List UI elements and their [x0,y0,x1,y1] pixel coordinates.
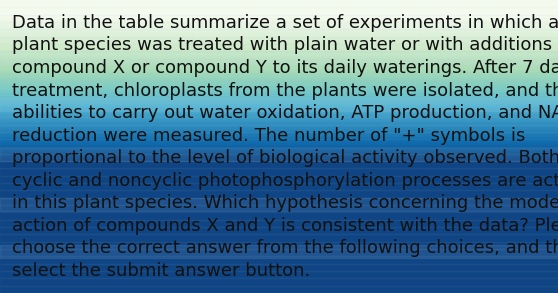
Text: select the submit answer button.: select the submit answer button. [12,261,310,280]
Bar [0,103,558,110]
Bar [0,148,558,161]
Bar [0,95,558,103]
Bar [0,132,558,139]
Bar [0,256,558,264]
Bar [0,146,558,154]
Text: choose the correct answer from the following choices, and then: choose the correct answer from the follo… [12,239,558,257]
Text: reduction were measured. The number of "+" symbols is: reduction were measured. The number of "… [12,127,526,144]
Bar [0,176,558,183]
Bar [0,59,558,66]
Bar [0,73,558,81]
Text: proportional to the level of biological activity observed. Both: proportional to the level of biological … [12,149,558,167]
Text: plant species was treated with plain water or with additions of: plant species was treated with plain wat… [12,37,558,54]
Bar [0,220,558,227]
Bar [0,139,558,146]
Bar [0,249,558,256]
Bar [0,264,558,271]
Bar [0,66,558,73]
Bar [0,125,558,132]
Bar [0,212,558,220]
Text: compound X or compound Y to its daily waterings. After 7 days of: compound X or compound Y to its daily wa… [12,59,558,77]
Bar [0,51,558,64]
Bar [0,0,558,7]
Bar [0,161,558,168]
Bar [0,117,558,125]
Bar [0,98,558,111]
Bar [0,51,558,59]
Text: in this plant species. Which hypothesis concerning the mode of: in this plant species. Which hypothesis … [12,194,558,212]
Bar [0,234,558,242]
Bar [0,271,558,278]
Bar [0,110,558,117]
Bar [0,278,558,286]
Bar [0,37,558,44]
Text: cyclic and noncyclic photophosphorylation processes are active: cyclic and noncyclic photophosphorylatio… [12,171,558,190]
Bar [0,168,558,176]
Bar [0,88,558,95]
Bar [0,198,558,205]
Text: treatment, chloroplasts from the plants were isolated, and their: treatment, chloroplasts from the plants … [12,81,558,100]
Bar [0,154,558,161]
Bar [0,198,558,211]
Bar [0,190,558,198]
Text: action of compounds X and Y is consistent with the data? Please: action of compounds X and Y is consisten… [12,217,558,234]
Bar [0,7,558,15]
Text: Data in the table summarize a set of experiments in which a: Data in the table summarize a set of exp… [12,14,558,32]
Bar [0,44,558,51]
Bar [0,183,558,190]
Bar [0,245,558,258]
Bar [0,242,558,249]
Bar [0,15,558,22]
Bar [0,81,558,88]
Bar [0,205,558,212]
Text: abilities to carry out water oxidation, ATP production, and NADP+: abilities to carry out water oxidation, … [12,104,558,122]
Bar [0,29,558,37]
Bar [0,22,558,29]
Bar [0,286,558,293]
Bar [0,227,558,234]
